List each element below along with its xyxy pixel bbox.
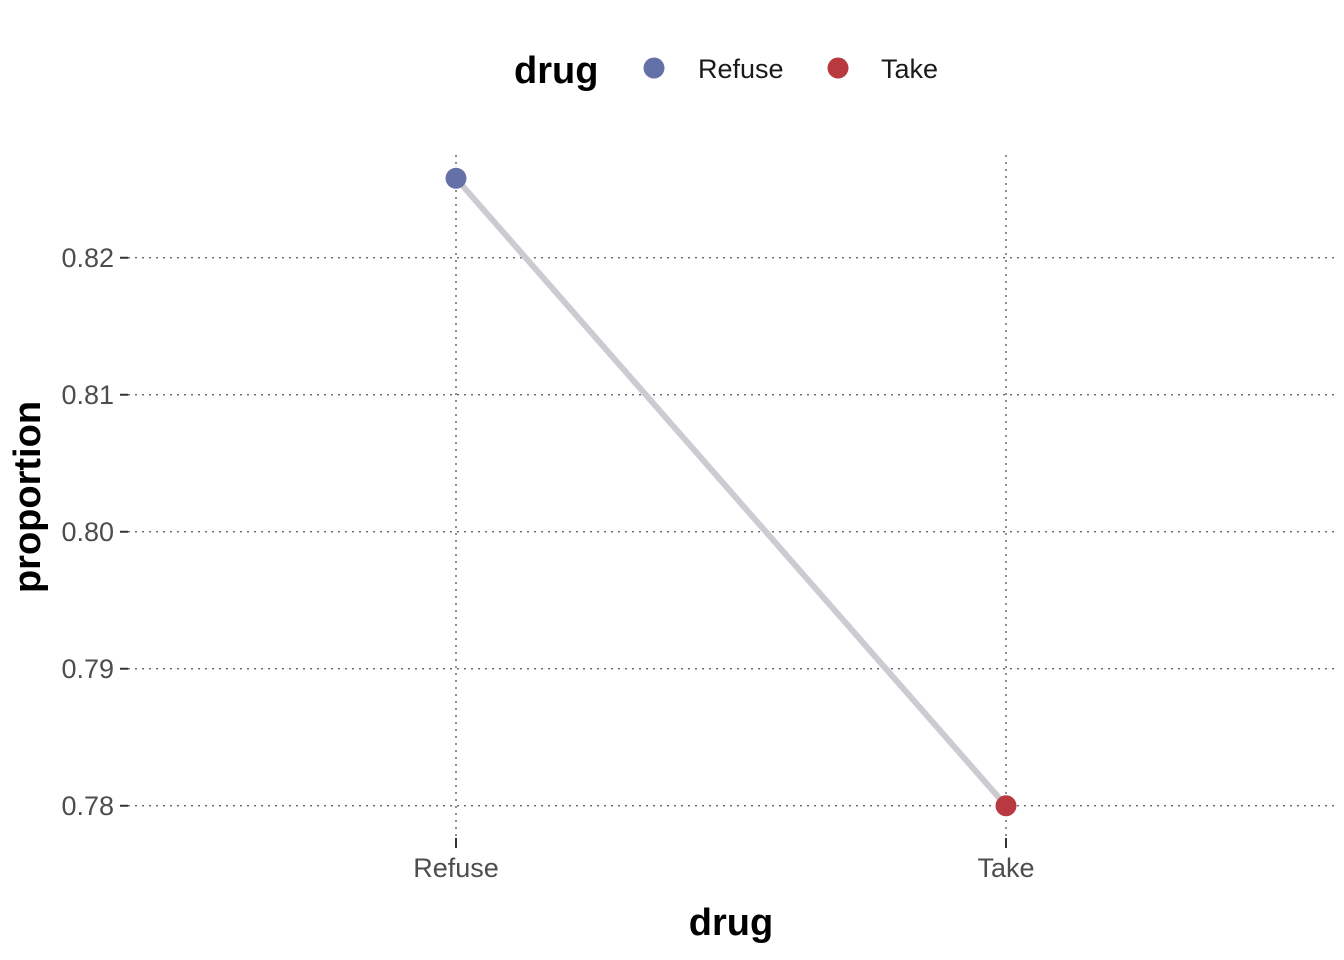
- data-point-refuse: [445, 167, 467, 189]
- x-axis-title: drug: [689, 902, 773, 944]
- legend-key-take: [827, 57, 849, 79]
- connector-line: [453, 175, 1009, 809]
- data-point-take: [995, 795, 1017, 817]
- connector-line-group: [453, 175, 1009, 809]
- x-tick-label: Take: [977, 853, 1034, 883]
- legend-title: drug: [514, 50, 598, 92]
- legend: drug Refuse Take: [514, 50, 938, 92]
- x-tick-label: Refuse: [413, 853, 499, 883]
- legend-key-refuse: [643, 57, 665, 79]
- y-axis-title: proportion: [7, 401, 49, 593]
- legend-label-take: Take: [881, 54, 938, 84]
- data-points: [445, 167, 1017, 817]
- y-tick-label: 0.78: [61, 791, 114, 821]
- x-axis: Refuse Take: [413, 838, 1035, 883]
- y-tick-label: 0.82: [61, 243, 114, 273]
- y-tick-label: 0.80: [61, 517, 114, 547]
- y-tick-label: 0.81: [61, 380, 114, 410]
- gridlines: [128, 155, 1334, 840]
- y-axis: 0.78 0.79 0.80 0.81 0.82: [61, 243, 128, 821]
- y-tick-label: 0.79: [61, 654, 114, 684]
- legend-label-refuse: Refuse: [698, 54, 784, 84]
